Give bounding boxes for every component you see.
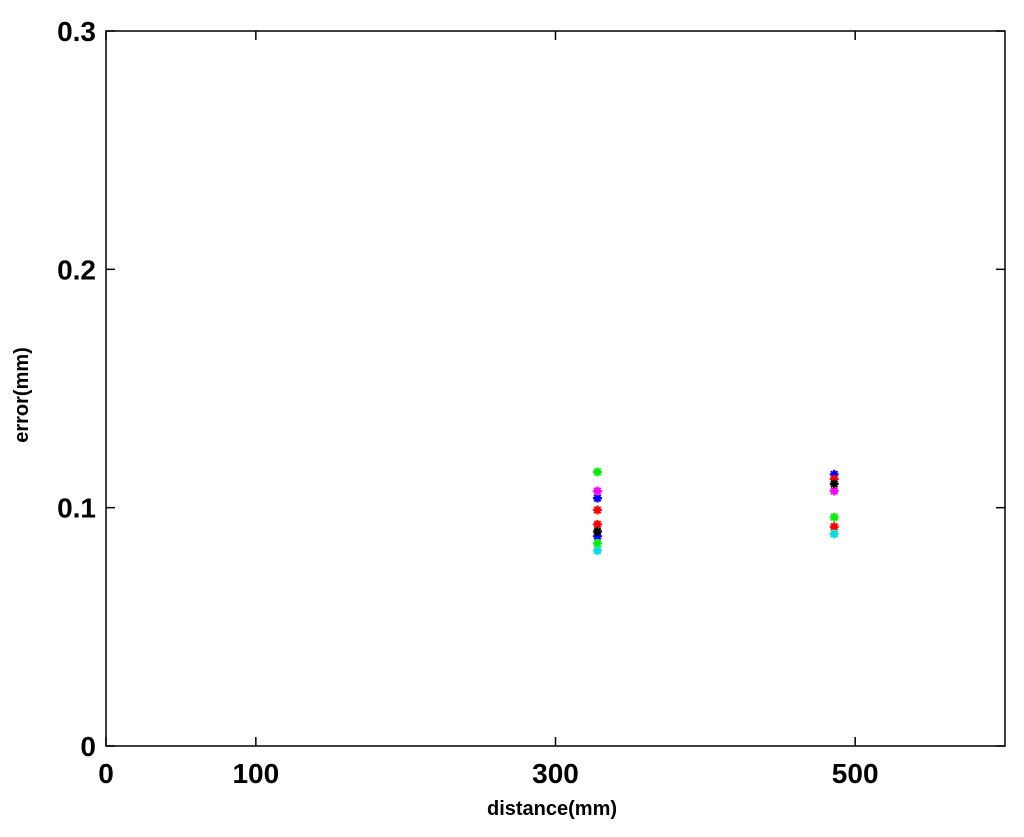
point xyxy=(829,469,839,479)
plot-frame xyxy=(105,30,1006,747)
point xyxy=(592,546,602,556)
point xyxy=(829,474,839,484)
point xyxy=(592,531,602,541)
point xyxy=(829,522,839,532)
y-tick-label: 0.3 xyxy=(57,16,96,47)
y-tick-label: 0.1 xyxy=(57,493,96,524)
point xyxy=(592,467,602,477)
point xyxy=(829,486,839,496)
point xyxy=(829,512,839,522)
point xyxy=(592,538,602,548)
x-tick-label: 0 xyxy=(98,758,114,789)
point xyxy=(829,529,839,539)
point xyxy=(592,493,602,503)
x-tick-label: 300 xyxy=(532,758,579,789)
x-tick-label: 100 xyxy=(232,758,279,789)
point xyxy=(592,486,602,496)
y-tick-label: 0.2 xyxy=(57,254,96,285)
x-tick-label: 500 xyxy=(832,758,879,789)
x-axis-label: distance(mm) xyxy=(487,798,617,820)
point xyxy=(592,505,602,515)
y-axis-label: error(mm) xyxy=(11,347,33,443)
point xyxy=(592,519,602,529)
point xyxy=(592,527,602,536)
y-tick-label: 0 xyxy=(80,731,96,762)
point xyxy=(829,479,839,489)
